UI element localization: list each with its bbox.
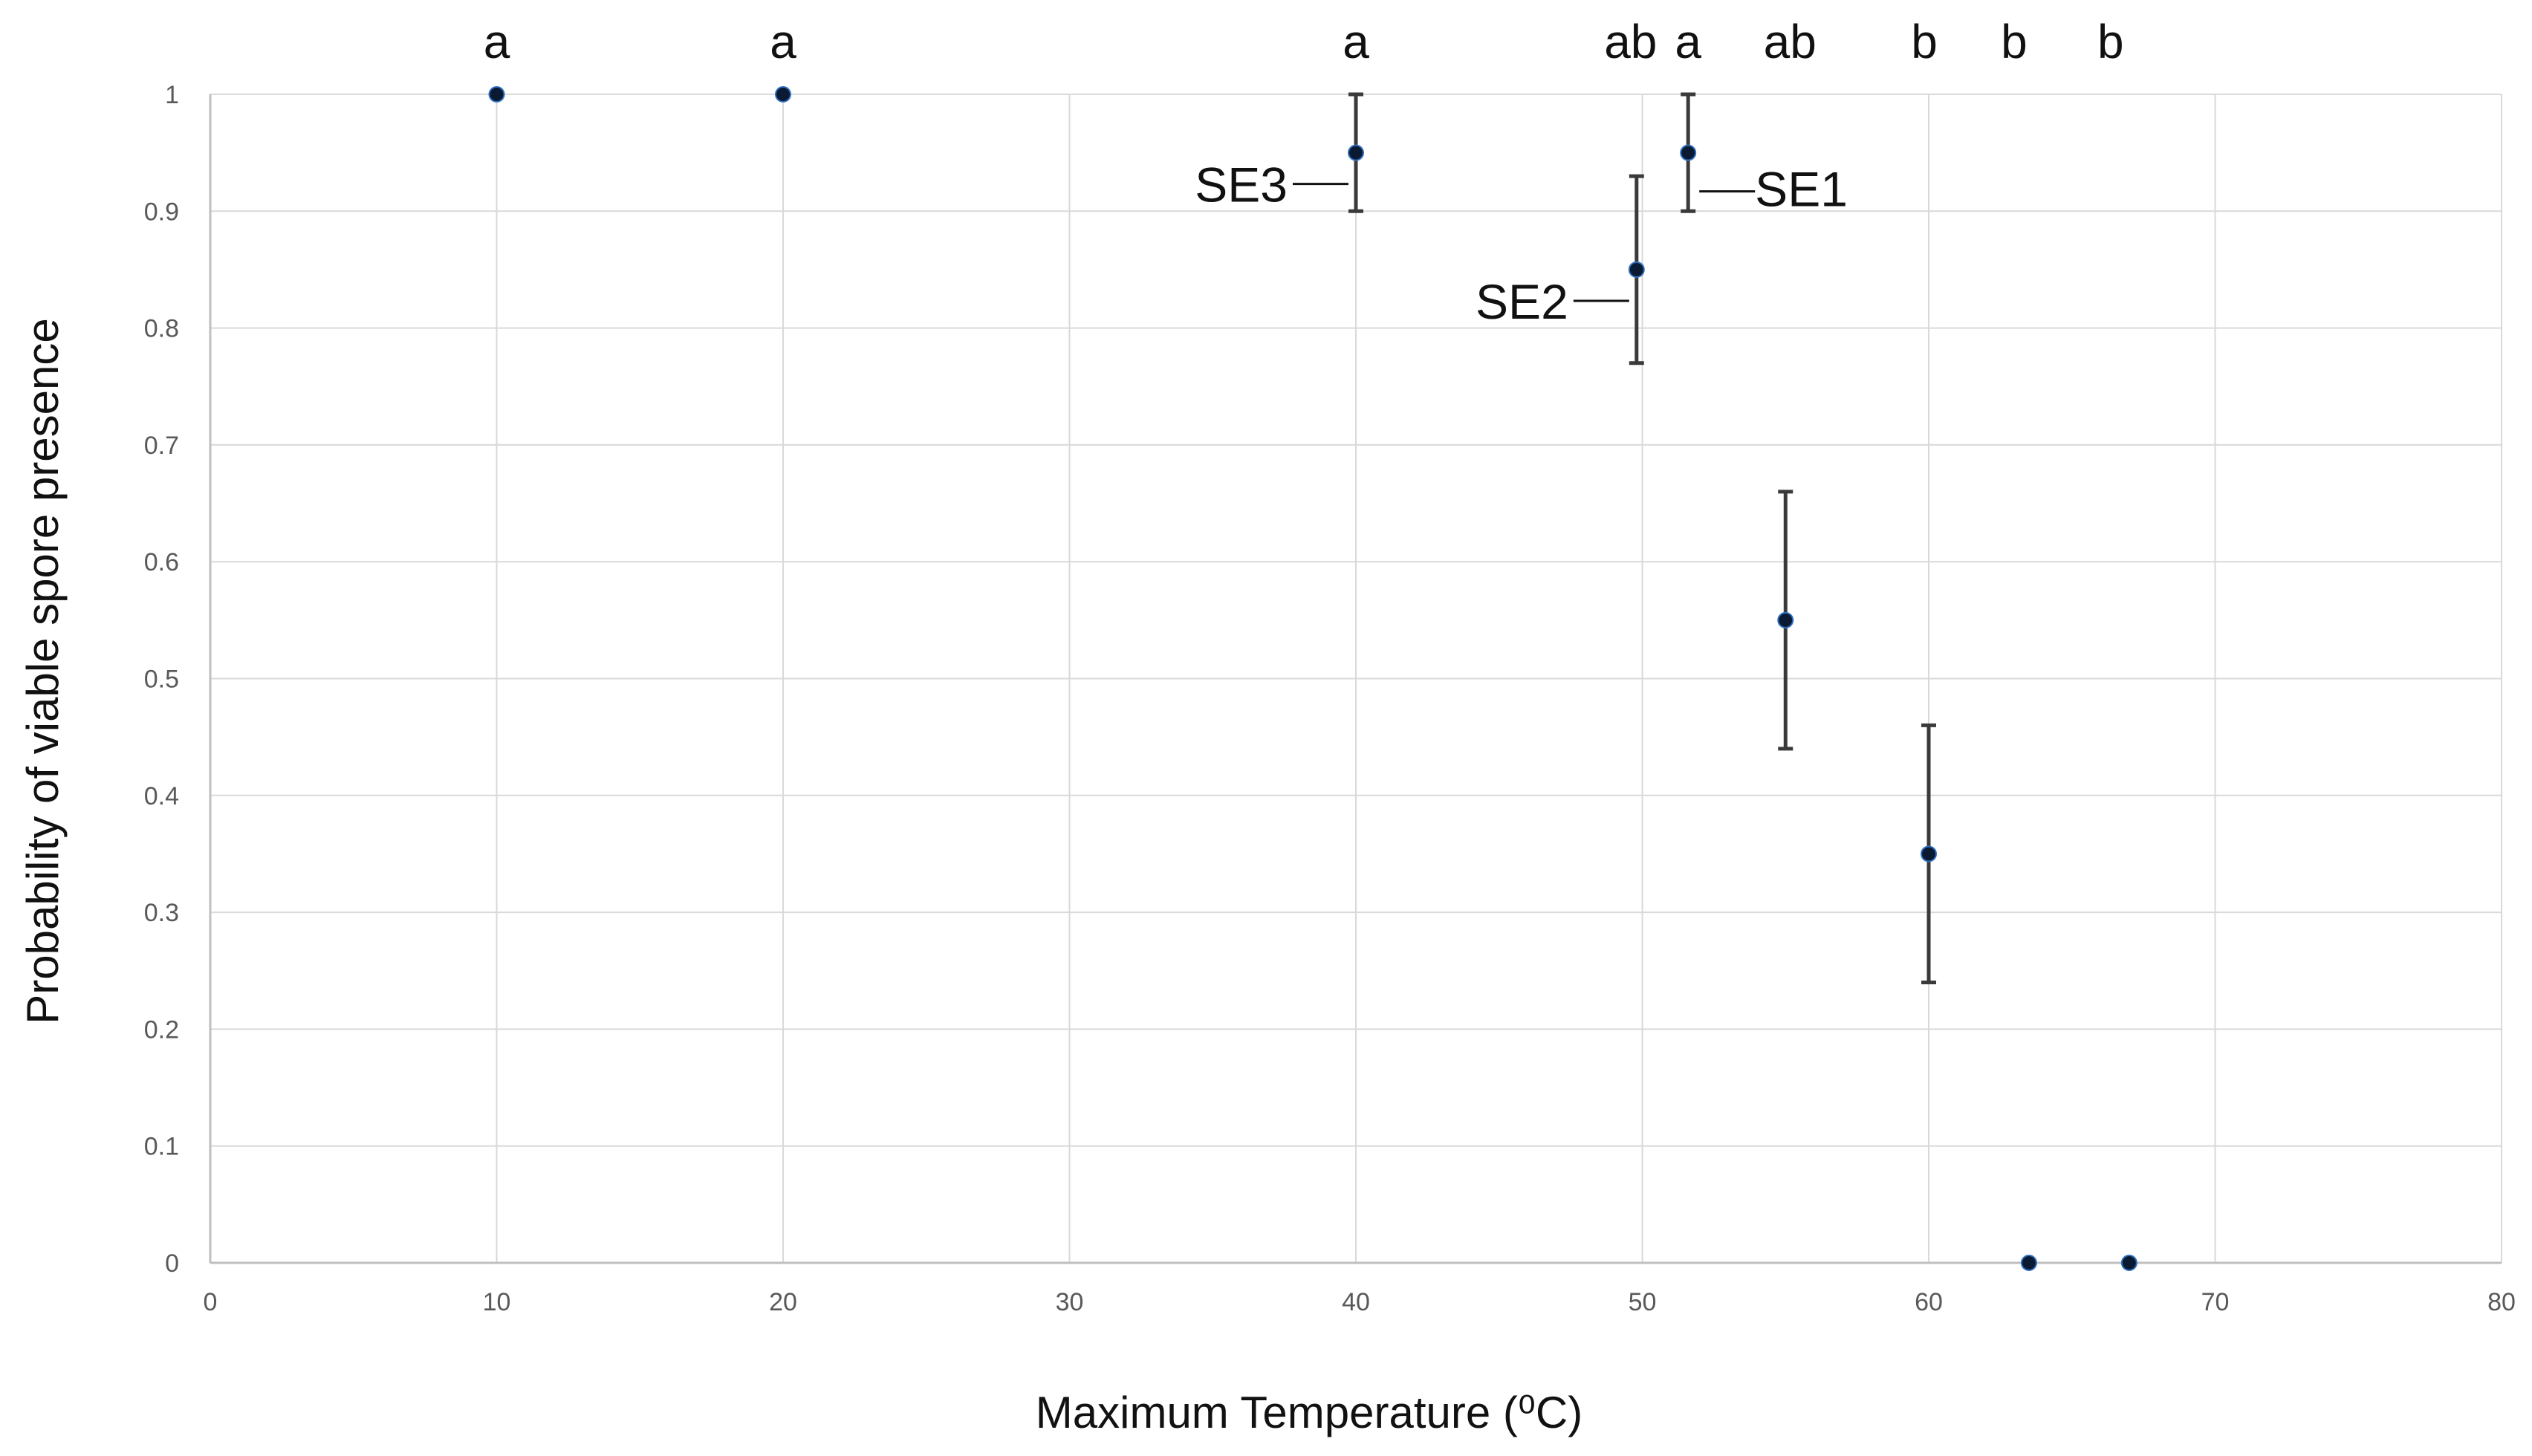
x-tick-label: 10	[483, 1288, 511, 1316]
data-point	[1680, 144, 1697, 161]
se1-label: SE1	[1755, 162, 1848, 217]
y-tick-label: 1	[165, 81, 179, 109]
y-tick-label: 0.5	[144, 666, 179, 694]
significance-letter: ab	[1764, 15, 1817, 68]
se2-label: SE2	[1476, 274, 1568, 329]
y-tick-label: 0.7	[144, 432, 179, 460]
se-annotations: SE3 SE2 SE1	[1195, 157, 1848, 329]
y-tick-label: 0.1	[144, 1133, 179, 1161]
grid-lines	[210, 94, 2502, 1263]
x-tick-label: 50	[1629, 1288, 1657, 1316]
y-tick-label: 0	[165, 1249, 179, 1278]
data-point	[1921, 845, 1937, 862]
tick-labels: 00.10.20.30.40.50.60.70.80.910 10 20 30 40 50…	[144, 81, 2516, 1316]
data-point	[2120, 1255, 2137, 1271]
y-tick-label: 0.3	[144, 899, 179, 927]
significance-letter: b	[2001, 15, 2028, 68]
axes	[209, 94, 2502, 1264]
y-tick-label: 0.9	[144, 198, 179, 226]
significance-letter: a	[1343, 15, 1369, 68]
significance-letter: a	[484, 15, 510, 68]
y-tick-label: 0.2	[144, 1015, 179, 1044]
significance-letter: b	[2097, 15, 2124, 68]
data-point	[2020, 1255, 2037, 1271]
significance-letter: b	[1911, 15, 1938, 68]
x-tick-label: 40	[1342, 1288, 1370, 1316]
y-tick-label: 0.4	[144, 782, 179, 810]
y-tick-label: 0.6	[144, 548, 179, 576]
x-tick-label: 30	[1056, 1288, 1084, 1316]
data-point	[1628, 261, 1645, 278]
x-tick-label: 0	[204, 1288, 218, 1316]
y-tick-label: 0.8	[144, 315, 179, 343]
se3-label: SE3	[1195, 157, 1288, 212]
y-axis-title: Probability of viable spore presence	[18, 318, 68, 1024]
x-tick-label: 20	[769, 1288, 797, 1316]
significance-letters: a a a ab a ab b b b	[484, 15, 2124, 68]
x-tick-label: 60	[1915, 1288, 1943, 1316]
significance-letter: a	[770, 15, 796, 68]
data-point	[775, 86, 791, 103]
data-points	[488, 86, 2137, 1271]
x-tick-label: 70	[2201, 1288, 2230, 1316]
data-point	[1348, 144, 1364, 161]
x-axis-title: Maximum Temperature (⁰C)	[1036, 1388, 1582, 1437]
significance-letter: a	[1675, 15, 1701, 68]
data-point	[1777, 611, 1794, 628]
data-point	[488, 86, 505, 103]
significance-letter: ab	[1604, 15, 1657, 68]
x-tick-label: 80	[2487, 1288, 2516, 1316]
